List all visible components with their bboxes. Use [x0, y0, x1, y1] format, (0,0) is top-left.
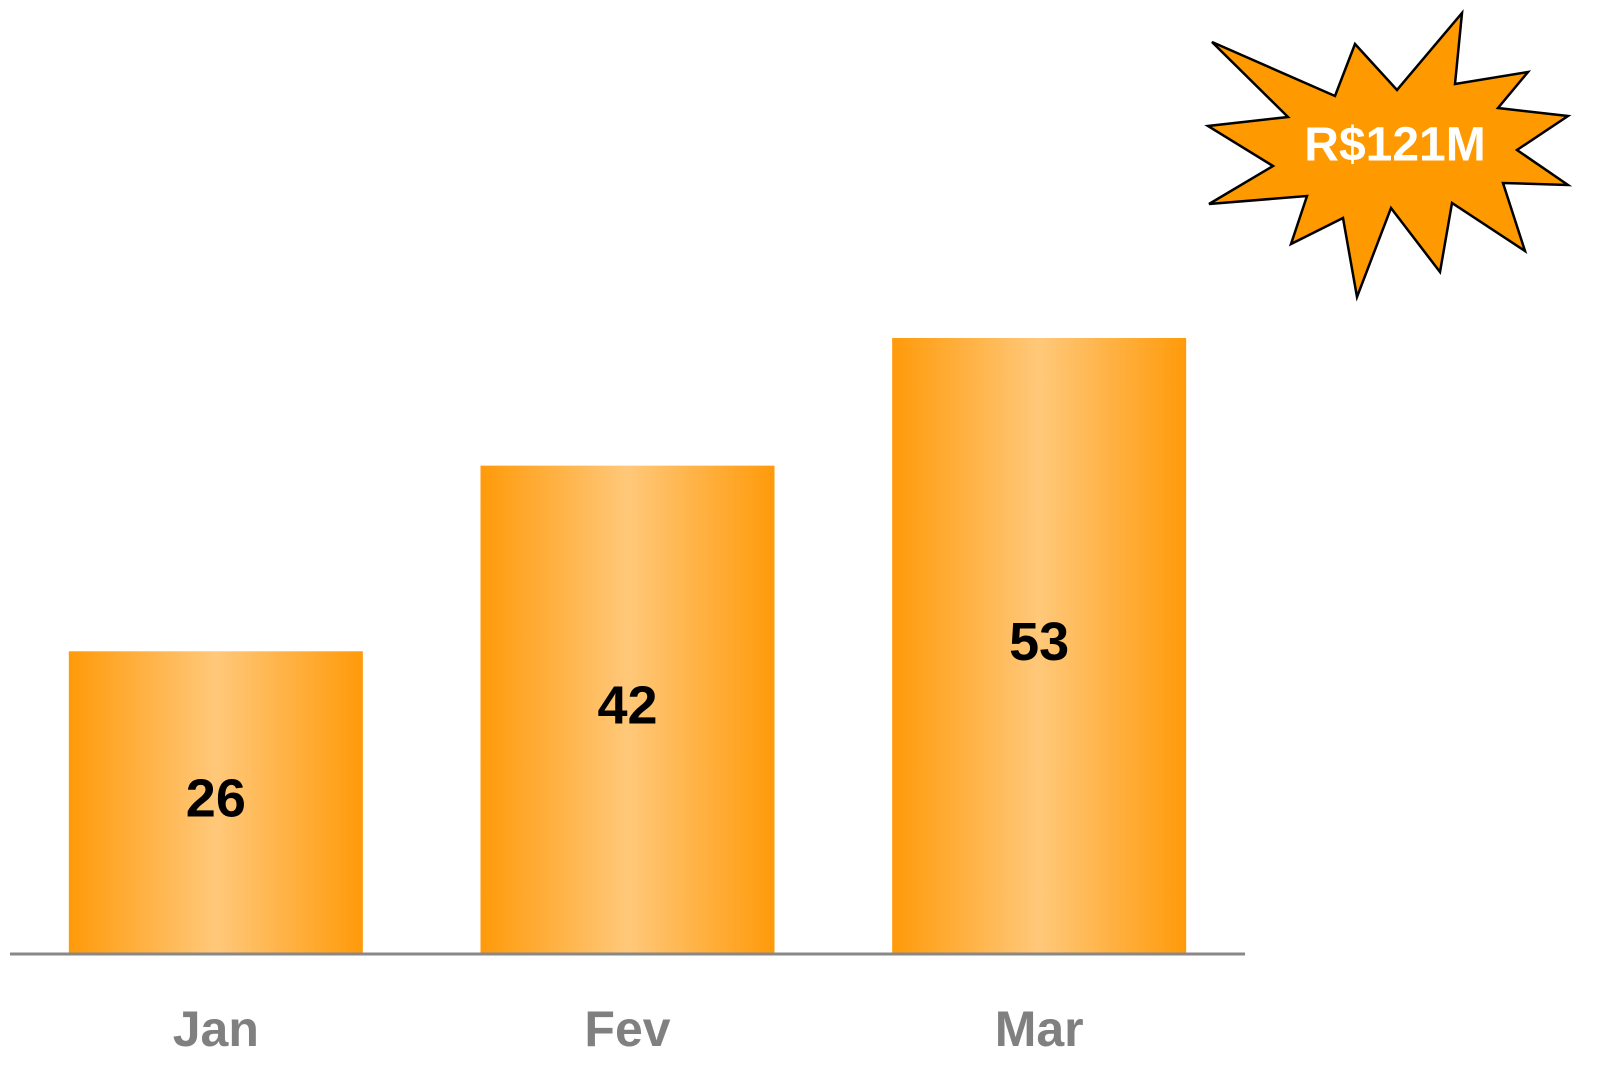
x-tick-label: Jan: [173, 1001, 259, 1057]
starburst: [1204, 9, 1573, 302]
x-tick-label: Fev: [584, 1001, 670, 1057]
x-tick-label: Mar: [995, 1001, 1084, 1057]
bar: [480, 465, 775, 953]
bar: [892, 338, 1187, 953]
value-label: 42: [597, 676, 657, 736]
value-label: 53: [1009, 612, 1069, 672]
annotation: R$121M: [1304, 119, 1485, 172]
value-label: 26: [186, 768, 246, 828]
bar: [68, 651, 363, 953]
